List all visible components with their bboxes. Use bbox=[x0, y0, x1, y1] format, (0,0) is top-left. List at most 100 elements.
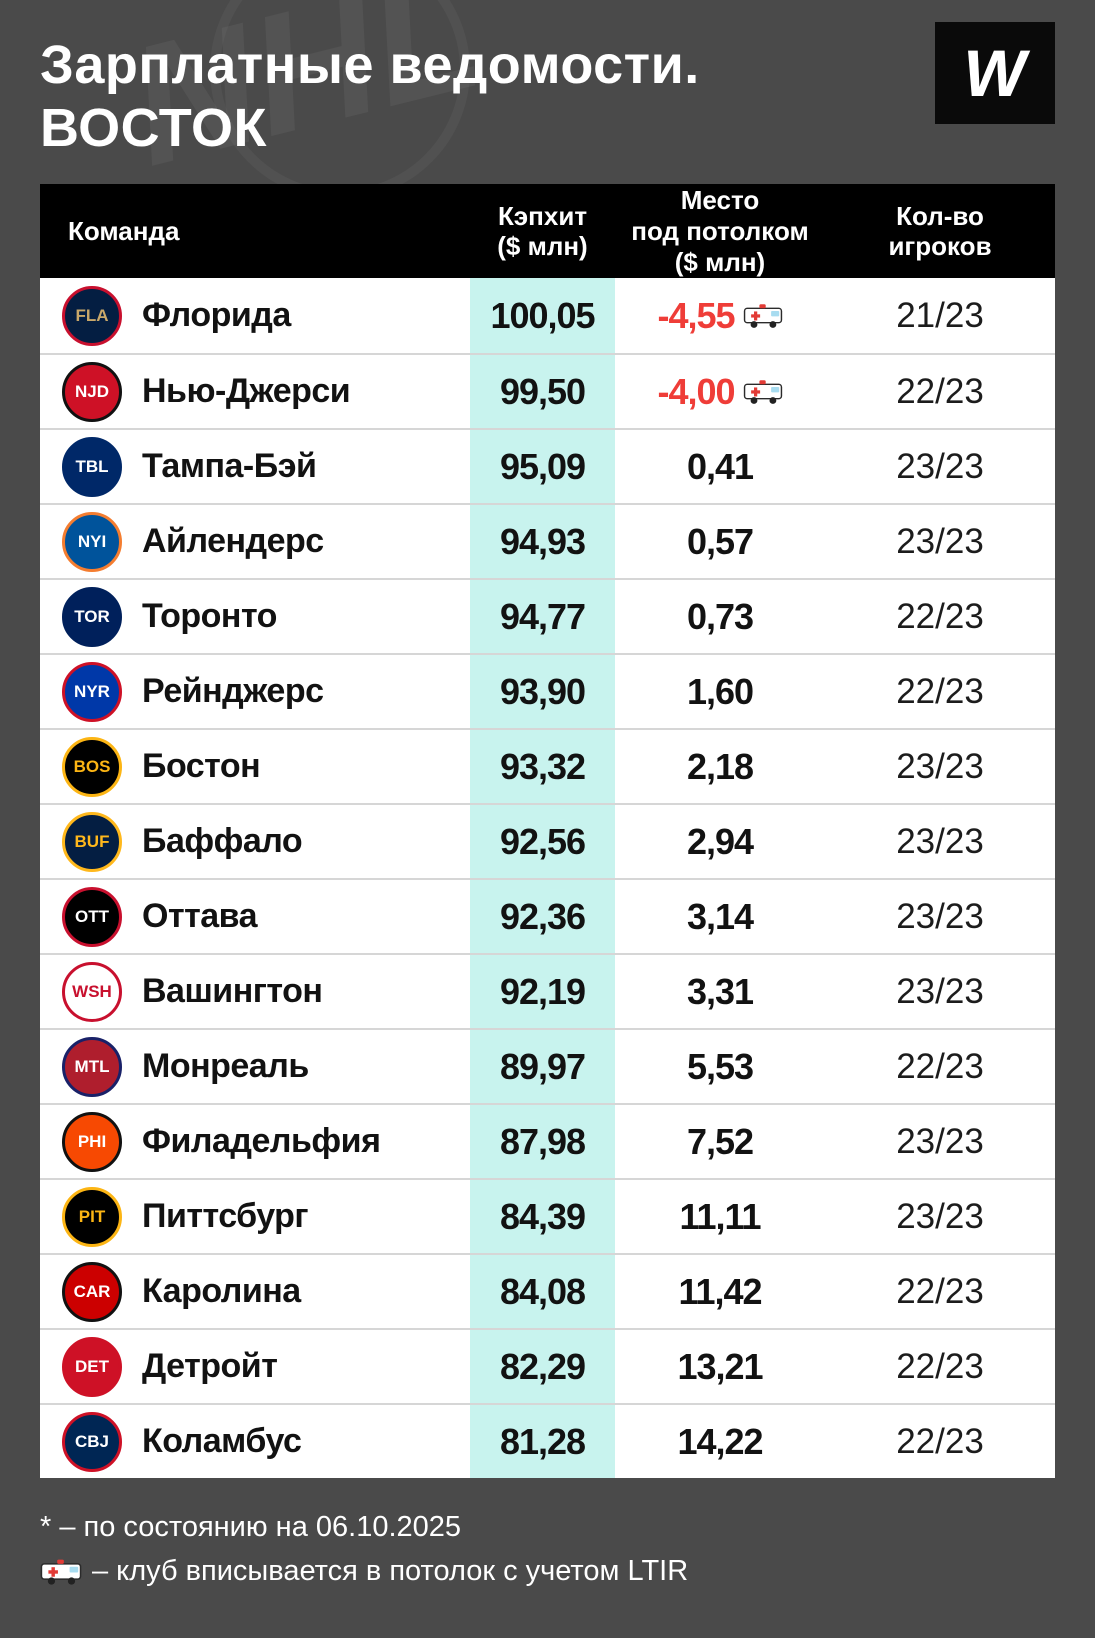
team-cell: TOR Торонто bbox=[40, 580, 470, 653]
team-cell: NYI Айлендерс bbox=[40, 505, 470, 578]
space-value: 1,60 bbox=[615, 655, 825, 728]
space-number: 3,31 bbox=[686, 970, 754, 1012]
footnote-ltir-text: – клуб вписывается в потолок с учетом LT… bbox=[92, 1554, 689, 1587]
team-name: Бостон bbox=[142, 747, 261, 786]
header-caphit-line1: Кэпхит bbox=[497, 200, 588, 231]
players-value: 23/23 bbox=[896, 1121, 984, 1161]
header-caphit-line2: ($ млн) bbox=[497, 231, 588, 262]
header-space-line3: ($ млн) bbox=[674, 246, 766, 277]
space-value: 5,53 bbox=[615, 1030, 825, 1103]
space-number: 0,41 bbox=[686, 445, 754, 487]
table-row: OTT Оттава 92,36 3,14 23/23 bbox=[40, 878, 1055, 954]
team-name: Баффало bbox=[142, 822, 303, 861]
title-line-1: Зарплатные ведомости. bbox=[40, 35, 700, 95]
logo-montreal-icon: MTL bbox=[62, 1036, 122, 1097]
caphit-value: 89,97 bbox=[470, 1030, 615, 1104]
players-value: 22/23 bbox=[896, 1421, 984, 1461]
space-value: 14,22 bbox=[615, 1405, 825, 1478]
players-value: 22/23 bbox=[896, 671, 984, 711]
team-name: Питтсбург bbox=[142, 1197, 309, 1236]
team-cell: PIT Питтсбург bbox=[40, 1180, 470, 1253]
team-name: Тампа-Бэй bbox=[142, 447, 317, 486]
logo-detroit-icon: DET bbox=[62, 1336, 122, 1397]
space-number: 0,73 bbox=[686, 595, 754, 637]
table-row: TBL Тампа-Бэй 95,09 0,41 23/23 bbox=[40, 428, 1055, 504]
caphit-value: 94,77 bbox=[470, 580, 615, 654]
team-name: Филадельфия bbox=[142, 1122, 381, 1161]
players-value: 22/23 bbox=[896, 1046, 984, 1086]
table-row: MTL Монреаль 89,97 5,53 22/23 bbox=[40, 1028, 1055, 1104]
space-value: 0,73 bbox=[615, 580, 825, 653]
caphit-value: 93,90 bbox=[470, 655, 615, 729]
team-cell: NYR Рейнджерс bbox=[40, 655, 470, 728]
logo-columbus-icon: CBJ bbox=[62, 1411, 122, 1472]
header-players-line1: Кол-во bbox=[896, 200, 984, 231]
logo-new-jersey-icon: NJD bbox=[62, 361, 122, 422]
caphit-value: 92,56 bbox=[470, 805, 615, 879]
caphit-value: 93,32 bbox=[470, 730, 615, 804]
logo-islanders-icon: NYI bbox=[62, 511, 122, 572]
team-name: Рейнджерс bbox=[142, 672, 324, 711]
team-name: Вашингтон bbox=[142, 972, 323, 1011]
caphit-value: 84,39 bbox=[470, 1180, 615, 1254]
team-name: Оттава bbox=[142, 897, 258, 936]
table-row: NYI Айлендерс 94,93 0,57 23/23 bbox=[40, 503, 1055, 579]
salary-table: Команда Кэпхит ($ млн) Место под потолко… bbox=[40, 184, 1055, 1479]
header-players: Кол-во игроков bbox=[825, 201, 1055, 262]
space-number: 0,57 bbox=[686, 520, 754, 562]
ambulance-icon bbox=[40, 1559, 82, 1585]
team-name: Детройт bbox=[142, 1347, 278, 1386]
team-cell: WSH Вашингтон bbox=[40, 955, 470, 1028]
space-value: -4,00 bbox=[615, 355, 825, 428]
logo-ottawa-icon: OTT bbox=[62, 886, 122, 947]
space-number: 13,21 bbox=[677, 1345, 763, 1387]
logo-toronto-icon: TOR bbox=[62, 586, 122, 647]
space-number: 3,14 bbox=[686, 895, 754, 937]
space-value: 2,94 bbox=[615, 805, 825, 878]
team-name: Коламбус bbox=[142, 1422, 302, 1461]
team-cell: NJD Нью-Джерси bbox=[40, 355, 470, 428]
players-value: 21/23 bbox=[896, 295, 984, 335]
title-line-2: ВОСТОК bbox=[40, 98, 267, 159]
table-row: NJD Нью-Джерси 99,50 -4,00 22/23 bbox=[40, 353, 1055, 429]
team-name: Нью-Джерси bbox=[142, 372, 351, 411]
players-value: 23/23 bbox=[896, 521, 984, 561]
space-value: 3,14 bbox=[615, 880, 825, 953]
team-name: Каролина bbox=[142, 1272, 301, 1311]
team-cell: DET Детройт bbox=[40, 1330, 470, 1403]
footnote-asterisk-text: * – по состоянию на 06.10.2025 bbox=[40, 1511, 462, 1544]
space-value: 13,21 bbox=[615, 1330, 825, 1403]
table-row: TOR Торонто 94,77 0,73 22/23 bbox=[40, 578, 1055, 654]
table-row: CBJ Коламбус 81,28 14,22 22/23 bbox=[40, 1403, 1055, 1479]
space-value: 11,42 bbox=[615, 1255, 825, 1328]
footnote-asterisk: * – по состоянию на 06.10.2025 bbox=[40, 1506, 1055, 1550]
space-number: 2,94 bbox=[686, 820, 754, 862]
space-value: 2,18 bbox=[615, 730, 825, 803]
players-value: 22/23 bbox=[896, 1271, 984, 1311]
logo-pittsburgh-icon: PIT bbox=[62, 1186, 122, 1247]
team-name: Флорида bbox=[142, 296, 291, 335]
caphit-value: 92,36 bbox=[470, 880, 615, 954]
header-team: Команда bbox=[68, 216, 180, 246]
caphit-value: 82,29 bbox=[470, 1330, 615, 1404]
header-players-line2: игроков bbox=[888, 231, 992, 262]
caphit-value: 84,08 bbox=[470, 1255, 615, 1329]
caphit-value: 100,05 bbox=[470, 278, 615, 354]
caphit-value: 81,28 bbox=[470, 1405, 615, 1479]
logo-boston-icon: BOS bbox=[62, 736, 122, 797]
space-number: 1,60 bbox=[686, 670, 754, 712]
caphit-value: 95,09 bbox=[470, 430, 615, 504]
team-cell: TBL Тампа-Бэй bbox=[40, 430, 470, 503]
header-space: Место под потолком ($ млн) bbox=[615, 185, 825, 277]
table-row: WSH Вашингтон 92,19 3,31 23/23 bbox=[40, 953, 1055, 1029]
players-value: 23/23 bbox=[896, 446, 984, 486]
page-title: Зарплатные ведомости. ВОСТОК bbox=[40, 34, 1055, 160]
team-name: Монреаль bbox=[142, 1047, 309, 1086]
footnote-ltir: – клуб вписывается в потолок с учетом LT… bbox=[40, 1550, 1055, 1594]
players-value: 22/23 bbox=[896, 371, 984, 411]
ambulance-icon bbox=[743, 380, 782, 405]
brand-logo: W bbox=[935, 22, 1055, 124]
logo-philadelphia-icon: PHI bbox=[62, 1111, 122, 1172]
logo-florida-icon: FLA bbox=[62, 285, 122, 346]
team-cell: BUF Баффало bbox=[40, 805, 470, 878]
